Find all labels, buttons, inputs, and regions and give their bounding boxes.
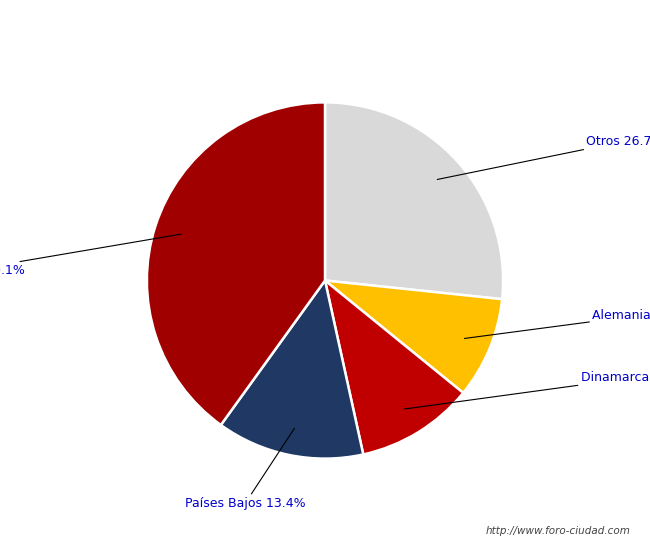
Wedge shape <box>325 280 502 393</box>
Wedge shape <box>325 280 463 454</box>
Wedge shape <box>325 102 503 299</box>
Text: Dinamarca 10.7%: Dinamarca 10.7% <box>404 371 650 409</box>
Text: Otros 26.7%: Otros 26.7% <box>437 135 650 179</box>
Wedge shape <box>221 280 363 459</box>
Text: http://www.foro-ciudad.com: http://www.foro-ciudad.com <box>486 526 630 536</box>
Text: Reino Unido 40.1%: Reino Unido 40.1% <box>0 234 181 277</box>
Text: Canillas de Albaida - Turistas extranjeros según país - Abril de 2024: Canillas de Albaida - Turistas extranjer… <box>34 13 616 30</box>
Wedge shape <box>147 102 325 425</box>
Text: Países Bajos 13.4%: Países Bajos 13.4% <box>185 428 306 510</box>
Text: Alemania 9.2%: Alemania 9.2% <box>465 309 650 338</box>
